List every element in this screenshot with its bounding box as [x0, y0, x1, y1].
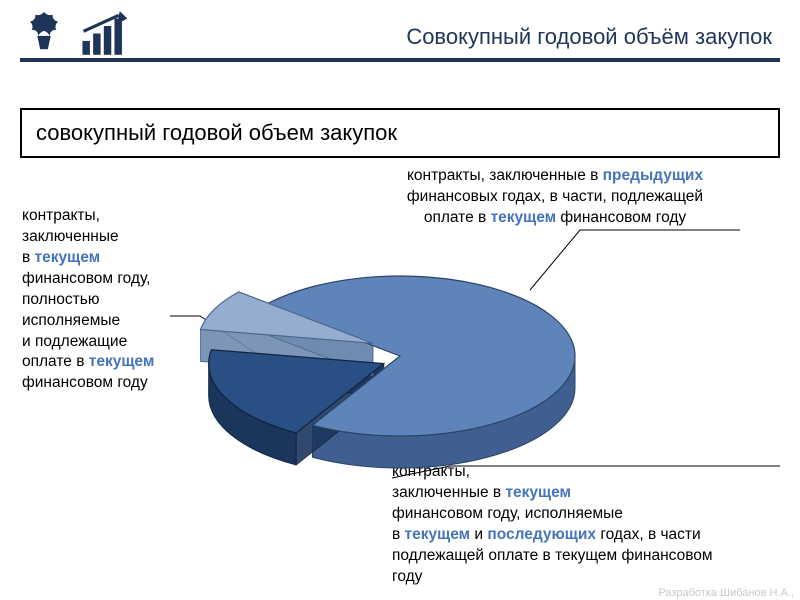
state-emblem-icon	[20, 8, 68, 56]
bar-chart-icon	[80, 10, 134, 58]
watermark: Разработка Шибанов Н.А.,	[658, 587, 794, 600]
title-divider	[20, 58, 780, 62]
slide-header: Совокупный годовой объём закупок	[0, 0, 800, 70]
slide-title: Совокупный годовой объём закупок	[406, 24, 772, 50]
callout-left: контракты,заключенныев текущемфинансовом…	[22, 206, 192, 394]
pie-chart	[200, 238, 600, 478]
subtitle-box: совокупный годовой объем закупок	[20, 108, 780, 158]
callout-top-right: контракты, заключенные в предыдущихфинан…	[330, 166, 780, 229]
